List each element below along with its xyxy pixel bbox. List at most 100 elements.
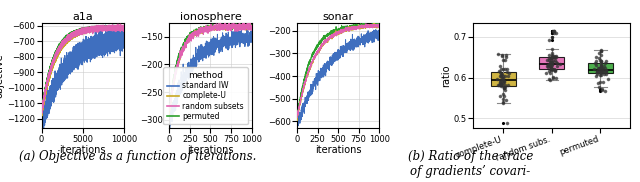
Point	[602, 69, 612, 72]
Point	[498, 98, 508, 101]
Point	[552, 64, 562, 67]
Point	[547, 68, 557, 71]
Point	[497, 83, 507, 86]
Point	[550, 68, 561, 71]
Point	[544, 56, 554, 59]
Point	[548, 55, 559, 58]
Point	[549, 69, 559, 72]
Point	[593, 67, 604, 70]
Point	[500, 68, 511, 71]
Point	[598, 65, 609, 68]
Point	[500, 98, 511, 101]
Point	[500, 84, 510, 87]
Point	[547, 67, 557, 70]
Point	[498, 78, 508, 81]
Point	[595, 69, 605, 72]
Point	[495, 75, 505, 78]
Point	[495, 78, 506, 81]
Point	[601, 71, 611, 74]
Point	[598, 69, 608, 72]
Point	[544, 70, 554, 73]
Point	[502, 67, 512, 70]
Point	[543, 64, 554, 67]
Point	[548, 67, 559, 70]
Point	[595, 70, 605, 73]
Point	[493, 53, 504, 56]
Point	[547, 52, 557, 55]
Point	[546, 66, 556, 69]
Point	[542, 58, 552, 61]
Point	[543, 66, 553, 69]
Point	[595, 74, 605, 77]
Point	[596, 70, 606, 72]
Point	[547, 62, 557, 65]
Point	[547, 47, 557, 50]
Point	[498, 75, 508, 78]
Point	[556, 63, 566, 66]
Point	[544, 64, 554, 66]
Point	[600, 67, 610, 70]
Point	[547, 60, 557, 63]
Point	[596, 63, 606, 66]
Point	[595, 59, 605, 62]
Point	[498, 101, 508, 104]
Point	[548, 77, 558, 80]
Point	[596, 64, 606, 67]
Point	[495, 81, 505, 84]
Point	[499, 59, 509, 62]
Point	[548, 55, 559, 58]
Title: a1a: a1a	[72, 12, 93, 22]
Point	[550, 76, 561, 79]
Point	[596, 70, 606, 73]
Point	[499, 86, 509, 89]
Point	[503, 75, 513, 78]
Point	[545, 57, 556, 60]
Point	[597, 87, 607, 90]
Point	[552, 61, 562, 64]
Point	[498, 68, 508, 71]
PathPatch shape	[540, 57, 564, 69]
Point	[544, 38, 554, 41]
Point	[546, 69, 556, 72]
Text: (a) Objective as a function of iterations.: (a) Objective as a function of iteration…	[19, 150, 256, 163]
Point	[551, 54, 561, 57]
Point	[600, 70, 611, 72]
Point	[499, 86, 509, 89]
Point	[552, 62, 563, 65]
Point	[544, 54, 554, 57]
Point	[497, 53, 508, 56]
Point	[548, 29, 559, 32]
Point	[596, 59, 606, 62]
Point	[600, 72, 611, 75]
Point	[499, 86, 509, 89]
Point	[541, 65, 552, 68]
X-axis label: iterations: iterations	[188, 145, 234, 155]
Y-axis label: ratio: ratio	[441, 64, 451, 87]
Point	[594, 56, 604, 59]
Point	[499, 75, 509, 78]
Point	[500, 54, 511, 57]
Point	[596, 49, 606, 52]
Point	[501, 56, 511, 59]
Point	[495, 95, 506, 98]
Point	[591, 60, 601, 62]
Point	[597, 67, 607, 70]
Point	[596, 63, 606, 66]
Point	[541, 71, 551, 74]
Point	[547, 68, 557, 71]
Title: ionosphere: ionosphere	[180, 12, 241, 22]
Point	[546, 67, 556, 70]
Point	[495, 81, 506, 84]
Point	[499, 58, 509, 61]
Point	[547, 67, 557, 70]
Point	[593, 82, 604, 85]
Point	[497, 72, 507, 75]
Point	[551, 31, 561, 34]
Point	[496, 84, 506, 87]
Point	[497, 80, 508, 83]
Point	[594, 66, 604, 69]
Point	[596, 53, 606, 56]
PathPatch shape	[588, 63, 613, 73]
Point	[502, 71, 512, 74]
Text: (b) Ratio of the trace
of gradients’ covari-: (b) Ratio of the trace of gradients’ cov…	[408, 150, 533, 178]
